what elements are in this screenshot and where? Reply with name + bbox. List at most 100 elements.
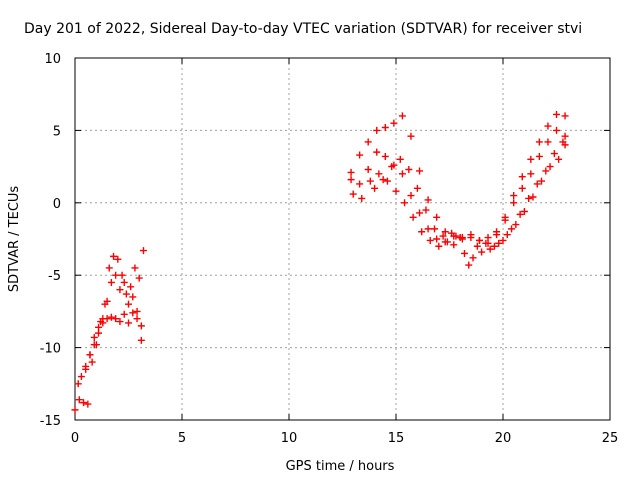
series-2 bbox=[75, 247, 147, 408]
grid-layer bbox=[75, 58, 610, 420]
y-tick-label: 10 bbox=[44, 52, 61, 67]
data-point bbox=[110, 252, 118, 260]
data-point bbox=[490, 242, 498, 250]
data-point bbox=[525, 194, 533, 202]
data-point bbox=[99, 315, 107, 323]
data-point bbox=[424, 225, 432, 233]
data-point bbox=[486, 245, 494, 253]
series-3 bbox=[82, 271, 145, 373]
data-point bbox=[550, 150, 558, 158]
data-point bbox=[431, 225, 439, 233]
y-tick-label: -15 bbox=[40, 414, 61, 429]
data-point bbox=[88, 358, 96, 366]
data-point bbox=[133, 315, 141, 323]
data-point bbox=[418, 228, 426, 236]
data-point bbox=[448, 229, 456, 237]
x-tick-label: 20 bbox=[495, 431, 512, 446]
data-point bbox=[518, 184, 526, 192]
data-point bbox=[416, 167, 424, 175]
data-point bbox=[131, 264, 139, 272]
data-point bbox=[527, 170, 535, 178]
data-point bbox=[84, 400, 92, 408]
data-point bbox=[105, 264, 113, 272]
data-point bbox=[433, 213, 441, 221]
data-point bbox=[535, 152, 543, 160]
data-point bbox=[347, 168, 355, 176]
data-point bbox=[493, 228, 501, 236]
y-tick-label: 5 bbox=[53, 124, 61, 139]
data-point bbox=[529, 193, 537, 201]
data-point bbox=[467, 231, 475, 239]
tick-layer: 0 5 10 15 20 25 -15 -10 -5 0 5 10 bbox=[40, 52, 619, 446]
data-point bbox=[473, 242, 481, 250]
data-point bbox=[527, 155, 535, 163]
data-point bbox=[416, 209, 424, 217]
data-point bbox=[553, 126, 560, 134]
data-point bbox=[422, 206, 430, 214]
data-point bbox=[561, 132, 569, 140]
data-point bbox=[137, 336, 145, 344]
data-point bbox=[518, 173, 526, 181]
data-point bbox=[82, 365, 90, 373]
data-point bbox=[120, 310, 128, 318]
data-point bbox=[503, 231, 511, 239]
data-point bbox=[499, 236, 507, 244]
data-point bbox=[383, 177, 391, 185]
data-point bbox=[356, 151, 364, 159]
data-point bbox=[90, 333, 98, 341]
data-point bbox=[520, 207, 528, 215]
data-points bbox=[71, 110, 569, 414]
y-axis-label: SDTVAR / TECUs bbox=[7, 186, 22, 293]
series-1 bbox=[71, 309, 145, 414]
data-point bbox=[381, 152, 389, 160]
data-point bbox=[133, 307, 141, 315]
data-point bbox=[452, 232, 460, 240]
data-point bbox=[401, 199, 409, 207]
data-point bbox=[71, 406, 79, 414]
data-point bbox=[135, 274, 143, 282]
data-point bbox=[439, 232, 447, 240]
data-point bbox=[366, 177, 374, 185]
x-tick-label: 0 bbox=[71, 431, 79, 446]
data-point bbox=[107, 313, 115, 321]
data-point bbox=[390, 119, 398, 127]
data-point bbox=[137, 322, 145, 330]
data-point bbox=[484, 234, 492, 242]
data-point bbox=[125, 319, 132, 327]
data-point bbox=[435, 242, 443, 250]
data-point bbox=[501, 216, 509, 224]
plot-frame bbox=[74, 57, 611, 421]
data-point bbox=[90, 341, 98, 349]
data-point bbox=[544, 138, 552, 146]
data-point bbox=[555, 155, 563, 163]
data-point bbox=[356, 180, 364, 188]
data-point bbox=[116, 318, 124, 326]
data-point bbox=[373, 126, 381, 134]
data-point bbox=[381, 124, 389, 132]
data-point bbox=[426, 236, 434, 244]
data-point bbox=[510, 199, 518, 207]
y-tick-label: 0 bbox=[53, 197, 61, 212]
data-point bbox=[103, 297, 111, 305]
data-point bbox=[409, 213, 417, 221]
data-point bbox=[373, 148, 381, 156]
data-point bbox=[407, 132, 415, 140]
data-point bbox=[450, 241, 458, 249]
data-point bbox=[129, 309, 137, 317]
data-point bbox=[413, 184, 421, 192]
x-tick-label: 5 bbox=[178, 431, 186, 446]
data-point bbox=[379, 176, 387, 184]
data-point bbox=[535, 138, 543, 146]
data-point bbox=[559, 138, 567, 146]
data-point bbox=[544, 122, 552, 130]
data-point bbox=[508, 225, 516, 233]
data-point bbox=[112, 271, 120, 279]
data-point bbox=[116, 286, 124, 294]
data-point bbox=[388, 163, 396, 171]
data-point bbox=[139, 247, 147, 255]
data-point bbox=[405, 165, 413, 173]
data-point bbox=[129, 293, 137, 301]
data-point bbox=[510, 192, 518, 200]
data-point bbox=[364, 138, 372, 146]
